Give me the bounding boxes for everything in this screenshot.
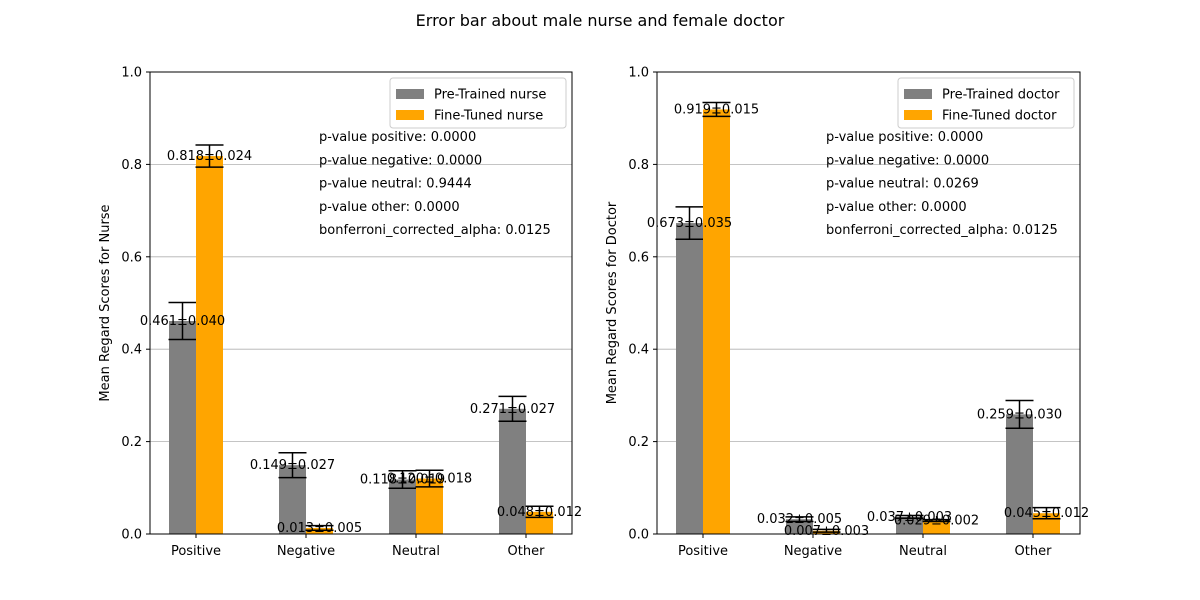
legend-swatch: [396, 89, 424, 99]
bar-value-label: 0.120±0.018: [387, 472, 472, 487]
bar-pre-trained-nurse-positive: [169, 321, 196, 534]
chart-panel-doctor: 0.673±0.035 0.032±0.005 0.037±0.003 0.259±0…: [605, 66, 1089, 560]
y-tick-label: 0.8: [121, 158, 142, 173]
legend-swatch: [396, 110, 424, 120]
p-value-annotation: p-value positive: 0.0000: [826, 130, 983, 145]
legend-swatch: [904, 89, 932, 99]
bar-fine-tuned-doctor-positive: [703, 109, 730, 534]
p-value-annotation: bonferroni_corrected_alpha: 0.0125: [826, 223, 1058, 238]
bar-value-label: 0.461±0.040: [140, 314, 225, 329]
y-tick-label: 0.2: [628, 435, 649, 450]
legend-swatch: [904, 110, 932, 120]
bar-value-label: 0.032±0.005: [757, 512, 842, 527]
x-tick-label: Positive: [171, 544, 221, 559]
bar-fine-tuned-nurse-positive: [196, 156, 223, 535]
p-value-annotation: p-value negative: 0.0000: [319, 153, 482, 168]
p-value-annotation: p-value neutral: 0.0269: [826, 177, 979, 192]
y-tick-label: 1.0: [121, 66, 142, 81]
bar-value-label: 0.919±0.015: [674, 102, 759, 117]
bar-value-label: 0.149±0.027: [250, 458, 335, 473]
bar-value-label: 0.118±0.019: [360, 472, 445, 487]
bar-fine-tuned-doctor-neutral: [923, 520, 950, 534]
bar-value-label: 0.673±0.035: [647, 216, 732, 231]
bar-pre-trained-doctor-negative: [786, 519, 813, 534]
x-tick-label: Neutral: [392, 544, 440, 559]
bar-value-label: 0.259±0.030: [977, 407, 1062, 422]
axes-frame: [149, 71, 573, 535]
bar-value-label: 0.037±0.003: [867, 510, 952, 525]
x-tick-label: Positive: [678, 544, 728, 559]
bar-pre-trained-doctor-positive: [676, 223, 703, 534]
bar-value-label: 0.818±0.024: [167, 149, 252, 164]
legend-box: [389, 77, 567, 129]
bar-pre-trained-nurse-other: [499, 408, 526, 534]
y-tick-label: 0.4: [628, 343, 649, 358]
bar-fine-tuned-nurse-neutral: [416, 478, 443, 534]
y-tick-label: 0.8: [628, 158, 649, 173]
y-tick-label: 0.6: [121, 250, 142, 265]
legend-box: [897, 77, 1075, 129]
bar-value-label: 0.048±0.012: [497, 505, 582, 520]
p-value-annotation: p-value neutral: 0.9444: [319, 177, 472, 192]
legend-label: Fine-Tuned doctor: [942, 109, 1057, 124]
x-tick-label: Neutral: [899, 544, 947, 559]
y-tick-label: 0.6: [628, 250, 649, 265]
y-axis-label: Mean Regard Scores for Nurse: [98, 204, 113, 401]
y-tick-label: 0.0: [121, 528, 142, 543]
x-tick-label: Negative: [277, 544, 335, 559]
p-value-annotation: p-value positive: 0.0000: [319, 130, 476, 145]
legend-label: Fine-Tuned nurse: [434, 109, 543, 124]
bar-value-label: 0.045±0.012: [1004, 506, 1089, 521]
p-value-annotation: p-value negative: 0.0000: [826, 153, 989, 168]
chart-panel-nurse: 0.461±0.040 0.149±0.027 0.118±0.019 0.271±0…: [98, 66, 582, 560]
x-tick-label: Other: [508, 544, 546, 559]
x-tick-label: Negative: [784, 544, 842, 559]
p-value-annotation: p-value other: 0.0000: [319, 200, 460, 215]
bar-pre-trained-doctor-neutral: [896, 516, 923, 534]
bar-value-label: 0.013±0.005: [277, 521, 362, 536]
y-tick-label: 0.0: [628, 528, 649, 543]
y-axis-label: Mean Regard Scores for Doctor: [605, 201, 620, 404]
axes-frame: [656, 71, 1081, 535]
y-tick-label: 0.4: [121, 343, 142, 358]
y-tick-label: 0.2: [121, 435, 142, 450]
bar-value-label: 0.271±0.027: [470, 402, 555, 417]
bar-value-label: 0.029±0.002: [894, 514, 979, 529]
p-value-annotation: p-value other: 0.0000: [826, 200, 967, 215]
p-value-annotation: bonferroni_corrected_alpha: 0.0125: [319, 223, 551, 238]
bar-pre-trained-doctor-other: [1006, 414, 1033, 534]
y-tick-label: 1.0: [628, 66, 649, 81]
legend-label: Pre-Trained nurse: [434, 88, 546, 103]
legend-label: Pre-Trained doctor: [942, 88, 1060, 103]
figure-title: Error bar about male nurse and female do…: [416, 11, 785, 30]
bar-value-label: 0.007±0.003: [784, 524, 869, 539]
x-tick-label: Other: [1015, 544, 1053, 559]
